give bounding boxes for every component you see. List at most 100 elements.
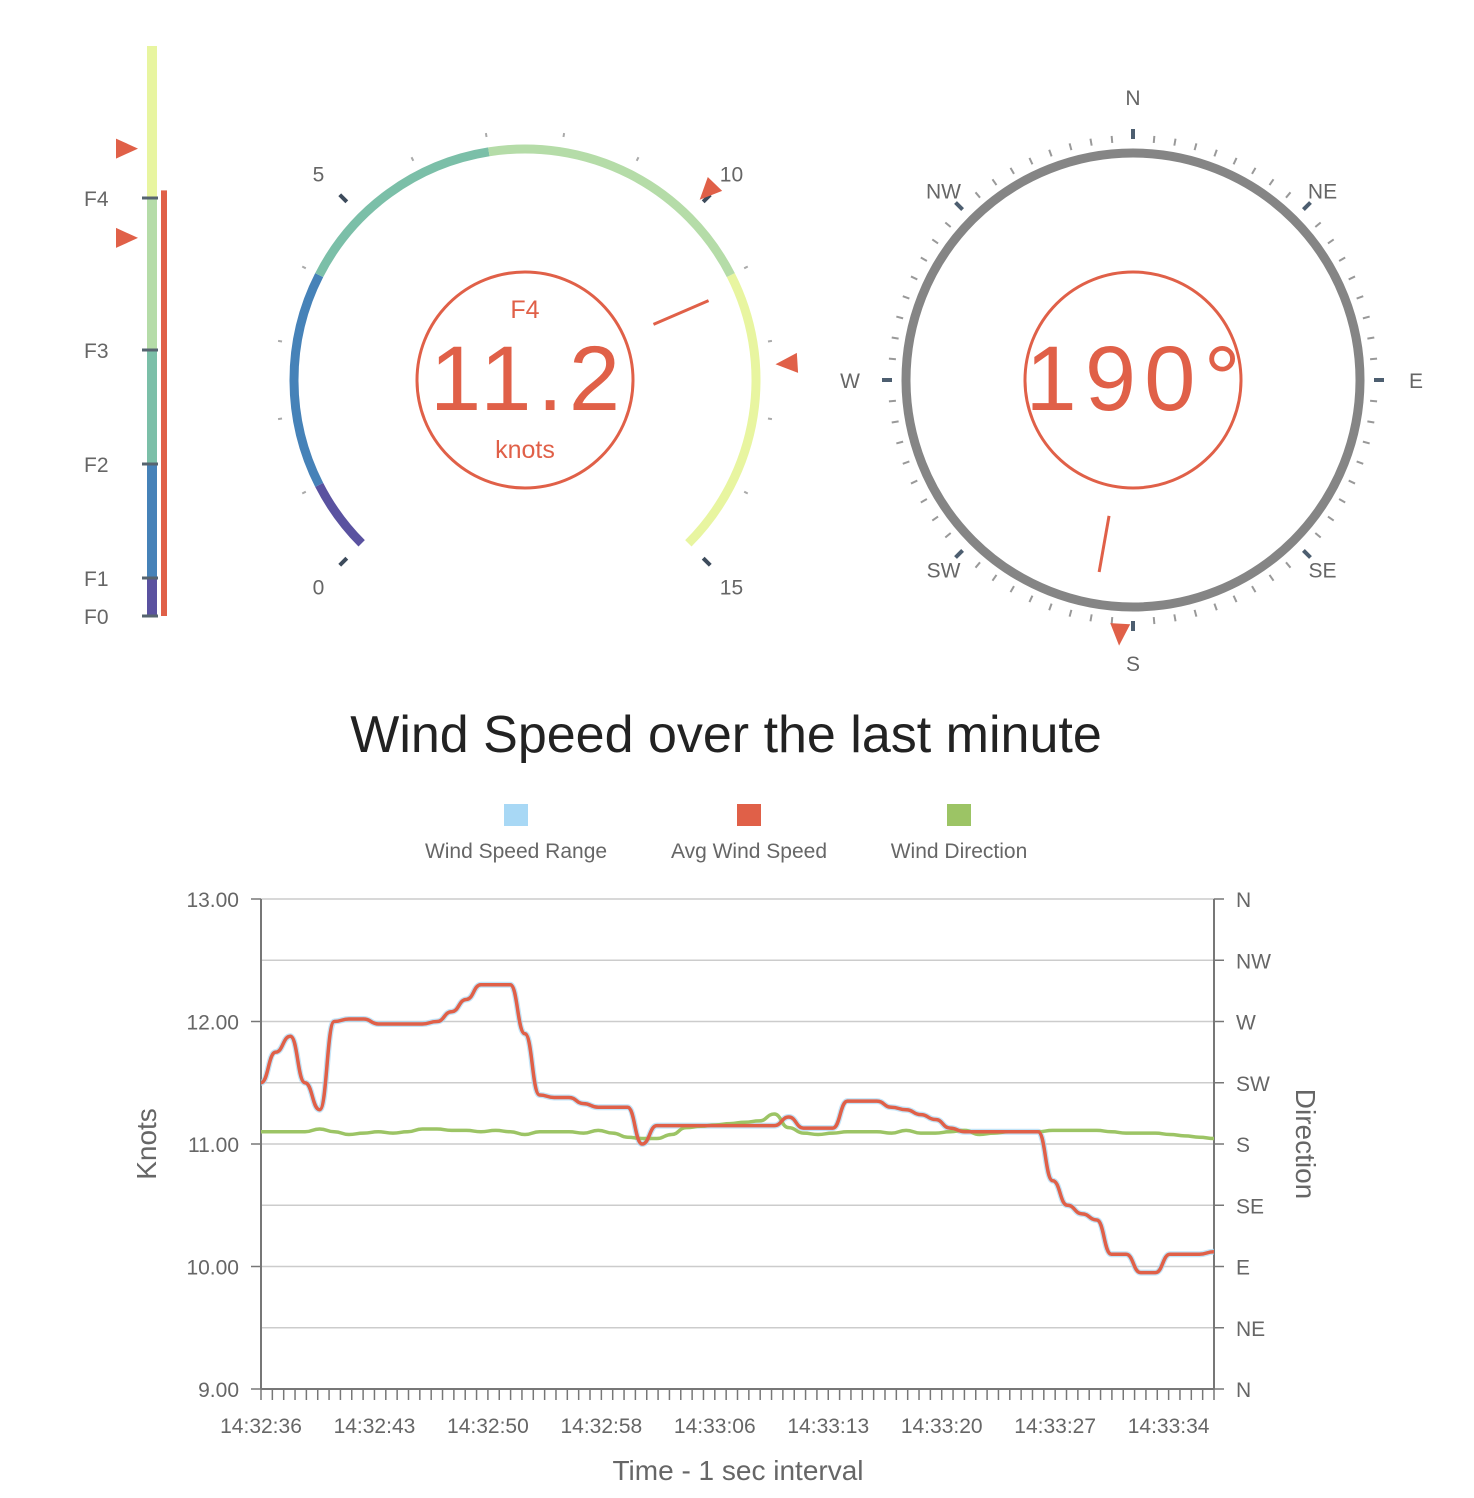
x-tick-label: 14:33:20 — [901, 1415, 983, 1438]
compass-tick — [1028, 157, 1034, 165]
avg-wind-speed-line — [260, 983, 1215, 1275]
x-tick-label: 14:33:27 — [1014, 1415, 1096, 1438]
compass-tick — [1232, 157, 1238, 165]
scale-segment — [147, 464, 157, 578]
gauge-tick — [338, 556, 349, 567]
compass-tick — [1048, 149, 1053, 157]
compass-tick — [888, 399, 896, 403]
compass-tick — [1173, 614, 1177, 622]
compass-tick — [1285, 561, 1292, 569]
legend-label: Wind Direction — [891, 840, 1028, 863]
compass-tick — [931, 238, 939, 245]
marker-triangle-icon — [699, 176, 723, 200]
compass-tick — [1367, 336, 1375, 340]
compass-tick — [1193, 609, 1198, 617]
compass-tick — [974, 191, 981, 199]
speed-unit: knots — [495, 436, 555, 464]
compass-tick — [1362, 440, 1370, 445]
compass-tick — [1285, 191, 1292, 199]
chart-title: Wind Speed over the last minute — [350, 706, 1102, 764]
gauge-tick — [301, 265, 307, 270]
marker-triangle-icon — [1110, 623, 1131, 646]
compass-tick — [991, 178, 998, 186]
x-tick-label: 14:32:50 — [447, 1415, 529, 1438]
compass-tick — [1301, 201, 1312, 212]
y-tick-label: 10.00 — [186, 1257, 239, 1280]
y-tick-label: 9.00 — [198, 1379, 239, 1402]
y-tick-label: 12.00 — [186, 1012, 239, 1035]
gauge-tick — [410, 156, 415, 162]
compass-tick — [1009, 167, 1015, 175]
x-tick-label: 14:33:06 — [674, 1415, 756, 1438]
compass-tick — [974, 561, 981, 569]
compass-tick — [1089, 138, 1093, 146]
y2-tick-label: N — [1236, 889, 1251, 912]
compass-tick — [888, 357, 896, 361]
x-tick-label: 14:32:36 — [220, 1415, 302, 1438]
scale-label: F2 — [84, 454, 109, 477]
gauge-tick — [743, 265, 749, 270]
compass-tick — [920, 256, 928, 262]
gauge-tick — [635, 156, 640, 162]
wind-chart: N NW W SW S SE E NE N 9.00 10.00 11.00 12.00 13.00 14:… — [186, 889, 1271, 1438]
legend-swatch — [947, 804, 971, 826]
compass-tick — [1314, 221, 1322, 228]
beaufort-scale-bar: F0 F1 F2 F3 F4 — [84, 46, 167, 629]
compass-tick — [944, 532, 952, 539]
gauge-tick — [562, 132, 566, 138]
gauge-needle — [652, 299, 710, 326]
gauge-tick-label: 15 — [720, 576, 743, 599]
y2-tick-label: N — [1236, 1379, 1251, 1402]
compass-tick — [1338, 498, 1346, 504]
marker-triangle-icon — [775, 352, 799, 373]
legend-label: Avg Wind Speed — [671, 840, 827, 863]
compass-label-ne: NE — [1308, 180, 1337, 203]
compass-label-n: N — [1125, 87, 1140, 110]
gauge-tick — [301, 490, 307, 495]
scale-label: F3 — [84, 340, 109, 363]
legend-swatch — [504, 804, 528, 826]
compass-tick — [1362, 315, 1370, 320]
compass-tick — [910, 275, 918, 281]
compass-tick — [1009, 585, 1015, 593]
compass-tick — [1348, 479, 1356, 485]
x-axis-label: Time - 1 sec interval — [612, 1455, 863, 1486]
compass-tick — [1110, 135, 1114, 143]
compass-tick — [1356, 295, 1364, 300]
y2-tick-label: E — [1236, 1257, 1250, 1280]
compass-needle — [1097, 515, 1111, 573]
y-tick-label: 11.00 — [188, 1134, 239, 1157]
y2-tick-label: NE — [1236, 1318, 1265, 1341]
marker-triangle-icon — [116, 227, 138, 248]
y-axis-label: Knots — [131, 1108, 162, 1180]
compass-tick — [1251, 585, 1257, 593]
compass-tick — [902, 460, 910, 465]
compass-tick — [891, 336, 899, 340]
compass-tick — [1370, 399, 1378, 403]
gauge-arc-segment — [315, 482, 365, 547]
y2-tick-label: W — [1236, 1012, 1256, 1035]
gauge-tick-label: 10 — [720, 164, 743, 187]
compass-tick — [1251, 167, 1257, 175]
scale-segment — [147, 198, 157, 350]
current-speed-bar — [161, 190, 167, 616]
compass-tick — [1193, 143, 1198, 151]
gauge-tick — [767, 417, 773, 421]
x-tick-label: 14:32:58 — [560, 1415, 642, 1438]
compass-tick — [954, 548, 965, 559]
compass-tick — [1232, 595, 1238, 603]
compass: 190° N NE E SE S SW W NW — [840, 87, 1423, 676]
gauge-tick — [277, 417, 283, 421]
compass-tick — [896, 440, 904, 445]
y2-tick-label: SW — [1236, 1073, 1270, 1096]
y2-tick-label: S — [1236, 1134, 1250, 1157]
compass-tick — [1327, 238, 1335, 245]
compass-tick — [1173, 138, 1177, 146]
compass-tick — [1110, 617, 1114, 625]
compass-tick — [1068, 609, 1073, 617]
compass-tick — [910, 479, 918, 485]
compass-tick — [944, 221, 952, 228]
speed-gauge: F4 11.2 knots 0 5 10 15 — [277, 132, 799, 599]
scale-label: F4 — [84, 188, 109, 211]
compass-tick — [931, 515, 939, 522]
